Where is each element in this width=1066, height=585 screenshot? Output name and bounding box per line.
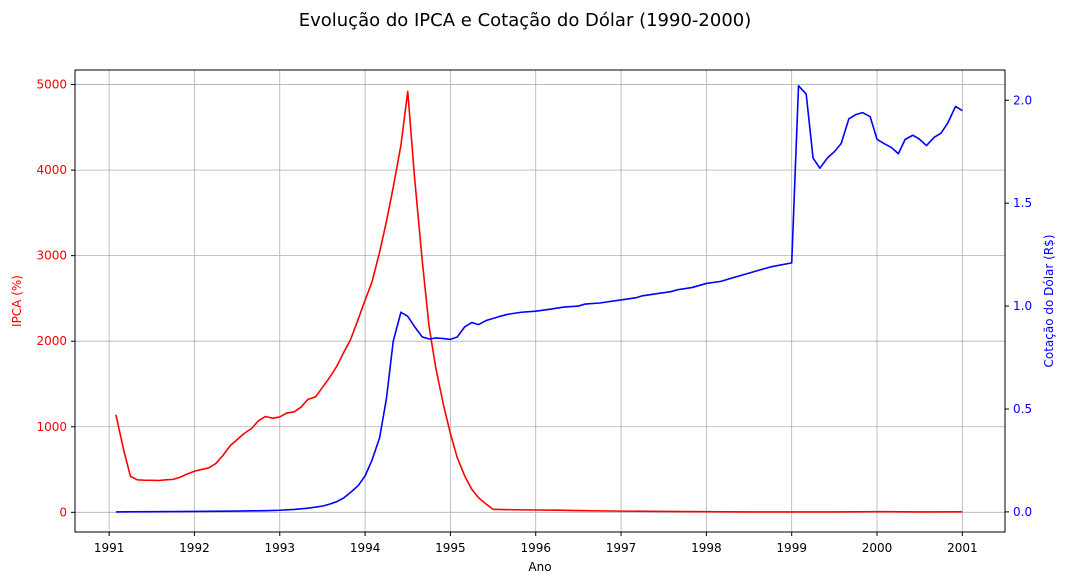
x-axis: 1991 1992 1993 1994 1995 1996 1997 1998 1999 2000… xyxy=(94,532,978,555)
y-left-tick-label: 1000 xyxy=(36,420,67,434)
x-tick-label: 1993 xyxy=(264,541,295,555)
y-axis-left-label: IPCA (%) xyxy=(10,275,24,327)
chart-title: Evolução do IPCA e Cotação do Dólar (199… xyxy=(299,10,752,31)
x-tick-label: 2001 xyxy=(947,541,978,555)
y-left-tick-label: 2000 xyxy=(36,334,67,348)
y-axis-left: 0 1000 2000 3000 4000 5000 xyxy=(36,78,75,519)
x-tick-label: 1999 xyxy=(776,541,807,555)
y-left-tick-label: 3000 xyxy=(36,249,67,263)
x-axis-label: Ano xyxy=(528,560,551,574)
y-axis-right: 0.0 0.5 1.0 1.5 2.0 xyxy=(1005,93,1032,519)
x-tick-label: 1997 xyxy=(606,541,637,555)
y-left-tick-label: 0 xyxy=(59,505,67,519)
y-right-tick-label: 1.5 xyxy=(1013,196,1032,210)
dolar-line xyxy=(115,85,963,513)
x-tick-label: 1991 xyxy=(94,541,125,555)
x-tick-label: 1992 xyxy=(179,541,210,555)
y-axis-right-label: Cotação do Dólar (R$) xyxy=(1042,234,1056,367)
plot-frame xyxy=(74,69,1006,533)
y-right-tick-label: 0.0 xyxy=(1013,505,1032,519)
y-left-tick-label: 4000 xyxy=(36,163,67,177)
grid-lines xyxy=(75,70,1005,532)
y-left-tick-label: 5000 xyxy=(36,78,67,92)
x-tick-label: 1995 xyxy=(435,541,466,555)
y-right-tick-label: 2.0 xyxy=(1013,93,1032,107)
x-tick-label: 1994 xyxy=(350,541,381,555)
x-tick-label: 1998 xyxy=(691,541,722,555)
x-tick-label: 2000 xyxy=(862,541,893,555)
y-right-tick-label: 1.0 xyxy=(1013,299,1032,313)
x-tick-label: 1996 xyxy=(520,541,551,555)
ipca-line xyxy=(115,90,963,513)
y-right-tick-label: 0.5 xyxy=(1013,402,1032,416)
series-lines xyxy=(115,85,963,513)
